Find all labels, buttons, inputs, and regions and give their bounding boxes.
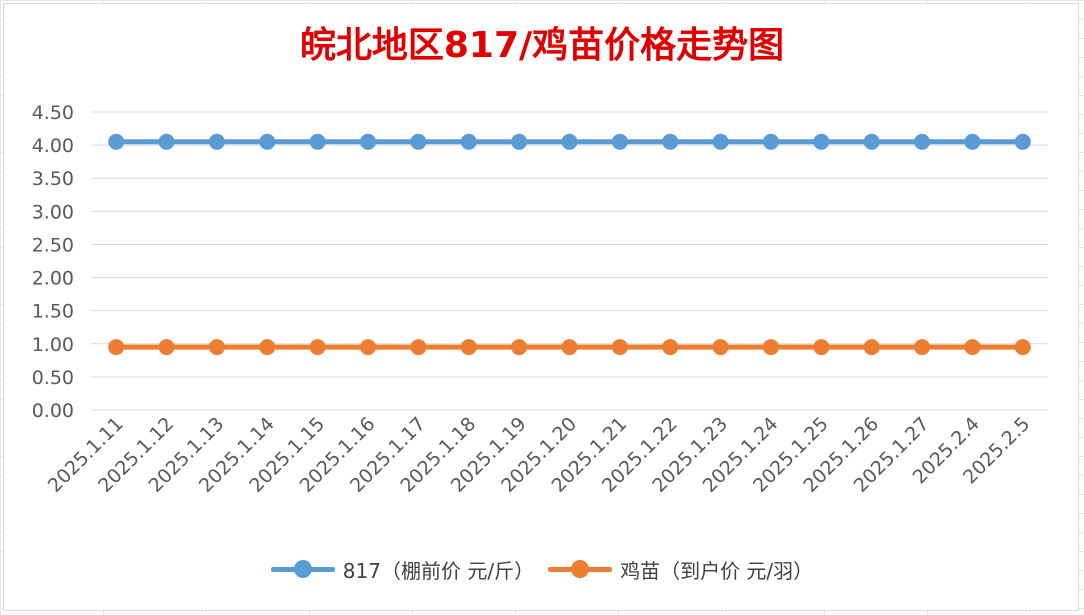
legend-chick-marker <box>548 554 613 584</box>
data-point-0 <box>460 133 477 150</box>
chart-legend: 817（棚前价 元/斤） 鸡苗（到户价 元/羽） <box>0 554 1084 584</box>
data-point-0 <box>914 133 931 150</box>
data-point-0 <box>108 133 125 150</box>
data-point-0 <box>208 133 225 150</box>
data-point-0 <box>813 133 830 150</box>
chart-area[interactable] <box>3 3 1079 611</box>
data-point-1 <box>259 339 276 356</box>
data-point-1 <box>410 339 427 356</box>
data-point-1 <box>964 339 981 356</box>
data-point-1 <box>309 339 326 356</box>
data-point-1 <box>1014 339 1031 356</box>
data-point-1 <box>762 339 779 356</box>
data-point-1 <box>511 339 528 356</box>
data-point-0 <box>561 133 578 150</box>
legend-817-label: 817（棚前价 元/斤） <box>342 558 535 583</box>
data-point-1 <box>158 339 175 356</box>
data-point-1 <box>611 339 628 356</box>
data-point-0 <box>712 133 729 150</box>
data-point-0 <box>259 133 276 150</box>
data-point-1 <box>712 339 729 356</box>
chart-title: 皖北地区817/鸡苗价格走势图 <box>299 25 785 66</box>
data-point-0 <box>863 133 880 150</box>
data-point-0 <box>1014 133 1031 150</box>
data-point-1 <box>460 339 477 356</box>
data-point-1 <box>208 339 225 356</box>
data-point-0 <box>511 133 528 150</box>
y-tick-label: 0.50 <box>32 367 74 389</box>
data-point-1 <box>914 339 931 356</box>
y-tick-label: 0.00 <box>32 400 74 422</box>
data-point-0 <box>309 133 326 150</box>
data-point-0 <box>762 133 779 150</box>
data-point-1 <box>360 339 377 356</box>
data-point-1 <box>813 339 830 356</box>
data-point-0 <box>611 133 628 150</box>
legend-817-marker <box>270 554 335 584</box>
y-tick-label: 1.00 <box>32 334 74 356</box>
data-point-0 <box>964 133 981 150</box>
data-point-0 <box>158 133 175 150</box>
data-point-0 <box>410 133 427 150</box>
data-point-1 <box>863 339 880 356</box>
y-tick-label: 3.50 <box>32 168 74 190</box>
data-point-0 <box>662 133 679 150</box>
data-point-1 <box>108 339 125 356</box>
y-tick-label: 4.50 <box>32 102 74 124</box>
legend-chick-label: 鸡苗（到户价 元/羽） <box>620 558 814 583</box>
legend-item-chick: 鸡苗（到户价 元/羽） <box>548 554 813 584</box>
data-point-1 <box>662 339 679 356</box>
y-tick-label: 2.50 <box>32 234 74 256</box>
y-tick-label: 2.00 <box>32 268 74 290</box>
y-tick-label: 1.50 <box>32 301 74 323</box>
data-point-1 <box>561 339 578 356</box>
y-tick-label: 4.00 <box>32 135 74 157</box>
legend-item-817: 817（棚前价 元/斤） <box>270 554 535 584</box>
data-point-0 <box>360 133 377 150</box>
y-tick-label: 3.00 <box>32 201 74 223</box>
